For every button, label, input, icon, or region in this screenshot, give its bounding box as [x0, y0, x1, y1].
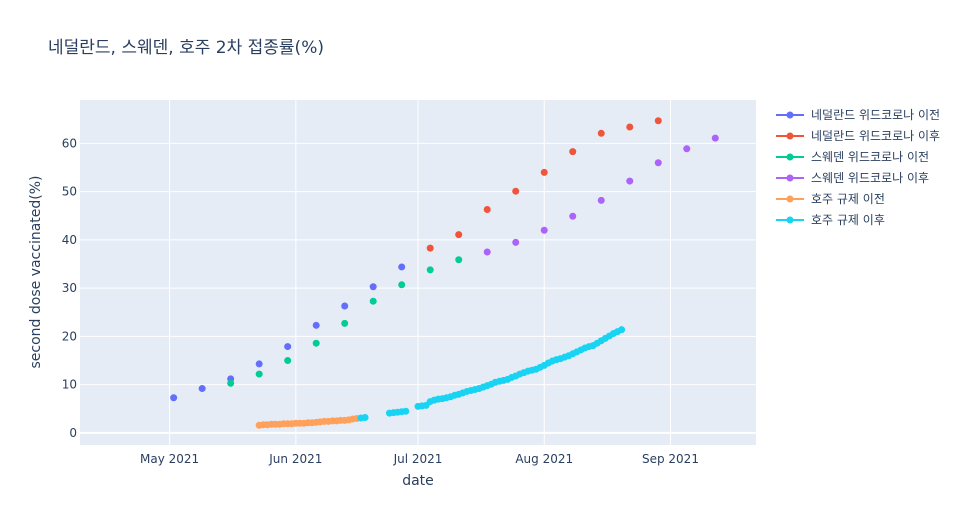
data-point	[569, 212, 577, 220]
series-5	[357, 326, 626, 422]
x-tick-label: Jul 2021	[393, 452, 443, 466]
y-tick-label: 10	[62, 378, 77, 392]
data-point	[597, 129, 605, 137]
data-point	[361, 413, 369, 421]
data-point	[402, 407, 410, 415]
data-point	[341, 302, 349, 310]
data-point	[369, 283, 377, 291]
legend-swatch-marker	[786, 153, 794, 161]
grid-lines	[80, 100, 756, 445]
data-point	[369, 297, 377, 305]
series-4	[255, 414, 361, 429]
legend-label: 스웨덴 위드코로나 이전	[811, 150, 929, 164]
legend-swatch-marker	[786, 132, 794, 140]
data-point	[711, 134, 719, 142]
data-point	[540, 226, 548, 234]
data-point	[312, 321, 320, 329]
y-axis-title: second dose vaccinated(%)	[28, 175, 44, 368]
data-point	[312, 339, 320, 347]
data-point	[654, 117, 662, 125]
data-point	[284, 357, 292, 365]
data-point	[512, 187, 520, 195]
y-tick-label: 50	[62, 185, 77, 199]
data-point	[512, 238, 520, 246]
data-point	[618, 326, 626, 334]
data-point	[426, 266, 434, 274]
y-tick-label: 40	[62, 233, 77, 247]
chart-title: 네덜란드, 스웨덴, 호주 2차 접종률(%)	[48, 38, 324, 58]
series-3	[483, 134, 719, 256]
legend-label: 호주 규제 이전	[811, 192, 885, 206]
data-markers	[170, 117, 719, 429]
legend-swatch-marker	[786, 174, 794, 182]
data-point	[654, 159, 662, 167]
legend-item[interactable]: 호주 규제 이전	[776, 192, 885, 206]
y-tick-label: 20	[62, 329, 77, 343]
data-point	[483, 206, 491, 214]
data-point	[198, 385, 206, 393]
legend-swatch-marker	[786, 111, 794, 119]
legend-label: 스웨덴 위드코로나 이후	[811, 171, 929, 185]
data-point	[540, 168, 548, 176]
data-point	[683, 145, 691, 153]
data-point	[227, 379, 235, 387]
legend-item[interactable]: 네덜란드 위드코로나 이전	[776, 108, 940, 122]
data-point	[255, 360, 263, 368]
x-tick-label: Sep 2021	[642, 452, 699, 466]
legend-label: 호주 규제 이후	[811, 213, 885, 227]
data-point	[426, 244, 434, 252]
data-point	[455, 231, 463, 239]
data-point	[483, 248, 491, 256]
series-1	[426, 117, 662, 252]
data-point	[455, 256, 463, 264]
x-tick-label: Jun 2021	[268, 452, 322, 466]
x-tick-label: May 2021	[140, 452, 199, 466]
y-tick-labels: 0 10 20 30 40 50 60	[62, 136, 77, 440]
legend-label: 네덜란드 위드코로나 이전	[811, 108, 940, 122]
data-point	[255, 370, 263, 378]
legend-swatch-marker	[786, 216, 794, 224]
y-tick-label: 0	[69, 426, 77, 440]
series-0	[170, 263, 406, 402]
data-point	[341, 319, 349, 327]
data-point	[170, 394, 178, 402]
data-point	[284, 343, 292, 351]
data-point	[569, 148, 577, 156]
data-point	[626, 123, 634, 131]
legend-label: 네덜란드 위드코로나 이후	[811, 129, 940, 143]
legend-item[interactable]: 호주 규제 이후	[776, 213, 885, 227]
y-tick-label: 30	[62, 281, 77, 295]
data-point	[626, 177, 634, 185]
x-tick-labels: May 2021 Jun 2021 Jul 2021 Aug 2021 Sep 2021	[140, 452, 699, 466]
data-point	[398, 263, 406, 271]
legend-swatch-marker	[786, 195, 794, 203]
legend-item[interactable]: 스웨덴 위드코로나 이전	[776, 150, 929, 164]
x-axis-title: date	[402, 473, 434, 489]
data-point	[597, 196, 605, 204]
series-2	[227, 256, 463, 387]
data-point	[398, 281, 406, 289]
x-tick-label: Aug 2021	[515, 452, 573, 466]
legend-item[interactable]: 스웨덴 위드코로나 이후	[776, 171, 929, 185]
legend-item[interactable]: 네덜란드 위드코로나 이후	[776, 129, 940, 143]
y-tick-label: 60	[62, 136, 77, 150]
